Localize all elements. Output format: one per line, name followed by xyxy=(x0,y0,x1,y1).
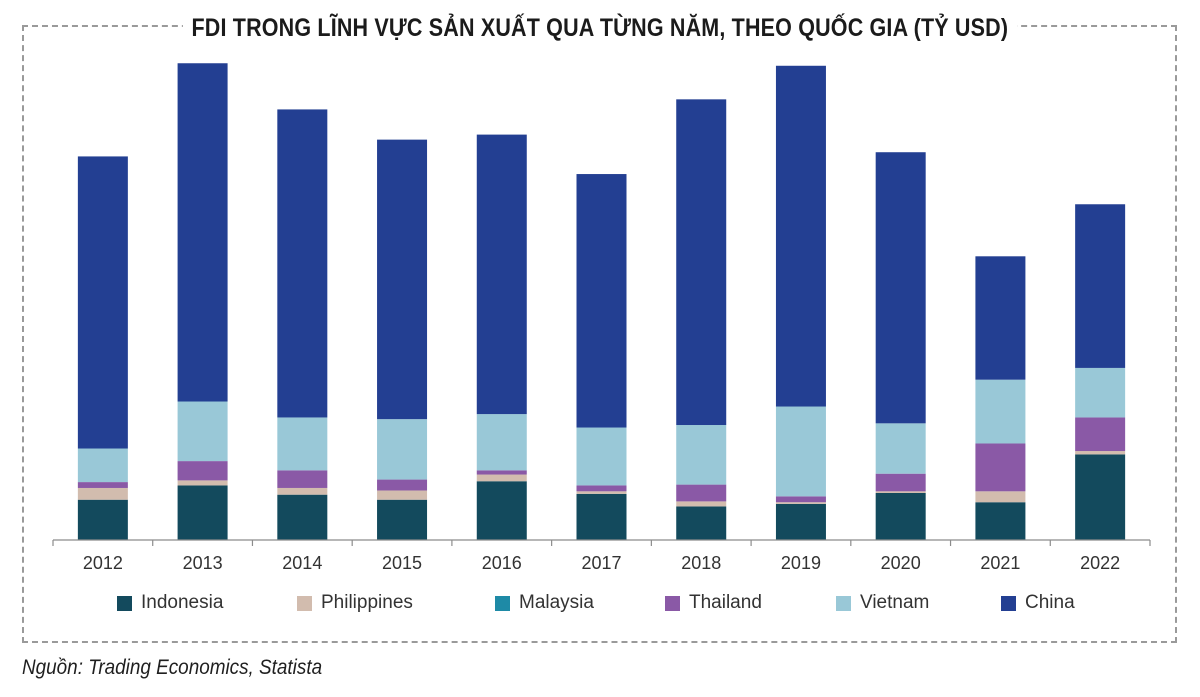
bar-philippines-2016 xyxy=(476,474,527,482)
source-note: Nguồn: Trading Economics, Statista xyxy=(22,656,323,679)
bar-philippines-2015 xyxy=(377,490,428,500)
x-axis-ticks xyxy=(52,540,1151,546)
x-tick-label: 2013 xyxy=(183,553,223,573)
legend-label: Malaysia xyxy=(519,592,594,613)
bar-china-2020 xyxy=(875,152,926,424)
bar-philippines-2018 xyxy=(676,501,727,507)
legend-swatch xyxy=(117,595,132,611)
bar-china-2019 xyxy=(775,65,826,407)
bar-philippines-2014 xyxy=(277,487,328,495)
bar-thailand-2013 xyxy=(177,461,228,481)
x-tick-label: 2021 xyxy=(980,553,1020,573)
bar-philippines-2013 xyxy=(177,480,228,486)
bar-thailand-2020 xyxy=(875,473,926,492)
bar-thailand-2021 xyxy=(975,443,1026,492)
bar-indonesia-2012 xyxy=(77,499,128,540)
bar-vietnam-2017 xyxy=(576,427,627,486)
x-tick-label: 2022 xyxy=(1080,553,1120,573)
x-tick-label: 2012 xyxy=(83,553,123,573)
bar-indonesia-2017 xyxy=(576,493,627,540)
legend-item-malaysia: Malaysia xyxy=(495,588,594,618)
bar-indonesia-2013 xyxy=(177,485,228,540)
bar-thailand-2016 xyxy=(476,470,527,475)
bar-vietnam-2014 xyxy=(277,417,328,471)
bar-indonesia-2014 xyxy=(277,494,328,540)
legend-swatch xyxy=(495,595,510,611)
bar-vietnam-2021 xyxy=(975,379,1026,444)
bar-china-2021 xyxy=(975,256,1026,380)
bar-philippines-2012 xyxy=(77,487,128,500)
bar-china-2013 xyxy=(177,63,228,402)
legend-swatch xyxy=(836,595,851,611)
bar-indonesia-2019 xyxy=(775,503,826,540)
bar-thailand-2014 xyxy=(277,470,328,488)
legend-item-china: China xyxy=(1001,588,1075,618)
legend-item-indonesia: Indonesia xyxy=(117,588,223,618)
bar-china-2015 xyxy=(377,139,428,420)
chart-title-text: FDI TRONG LĨNH VỰC SẢN XUẤT QUA TỪNG NĂM… xyxy=(183,13,1017,43)
bar-philippines-2019 xyxy=(775,502,826,504)
x-tick-label: 2015 xyxy=(382,553,422,573)
bar-indonesia-2021 xyxy=(975,502,1026,540)
bar-thailand-2012 xyxy=(77,482,128,488)
bar-vietnam-2019 xyxy=(775,406,826,497)
bar-indonesia-2016 xyxy=(476,481,527,540)
x-tick-label: 2018 xyxy=(681,553,721,573)
bar-thailand-2015 xyxy=(377,479,428,491)
bar-thailand-2019 xyxy=(775,496,826,503)
legend-label: China xyxy=(1025,592,1075,613)
legend-swatch xyxy=(297,595,312,611)
legend-item-thailand: Thailand xyxy=(665,588,762,618)
bar-philippines-2017 xyxy=(576,491,627,494)
bar-vietnam-2015 xyxy=(377,419,428,480)
x-tick-label: 2019 xyxy=(781,553,821,573)
bar-indonesia-2022 xyxy=(1075,454,1126,540)
legend-item-philippines: Philippines xyxy=(297,588,413,618)
x-tick-label: 2017 xyxy=(581,553,621,573)
bar-vietnam-2013 xyxy=(177,401,228,462)
x-tick-label: 2014 xyxy=(282,553,322,573)
bar-indonesia-2015 xyxy=(377,499,428,540)
legend-label: Vietnam xyxy=(860,592,930,613)
bar-china-2018 xyxy=(676,99,727,426)
bar-vietnam-2018 xyxy=(676,425,727,485)
x-tick-label: 2016 xyxy=(482,553,522,573)
bar-thailand-2018 xyxy=(676,484,727,502)
legend-swatch xyxy=(1001,595,1016,611)
bar-indonesia-2020 xyxy=(875,493,926,540)
bar-china-2017 xyxy=(576,174,627,428)
chart-title: FDI TRONG LĨNH VỰC SẢN XUẤT QUA TỪNG NĂM… xyxy=(0,10,1200,46)
bars-layer xyxy=(77,63,1126,540)
legend: Indonesia Philippines Malaysia Thailand Viet… xyxy=(0,588,1200,618)
bar-vietnam-2016 xyxy=(476,414,527,471)
legend-label: Philippines xyxy=(321,592,413,613)
legend-item-vietnam: Vietnam xyxy=(836,588,929,618)
bar-vietnam-2020 xyxy=(875,423,926,474)
bar-thailand-2022 xyxy=(1075,417,1126,452)
bar-china-2022 xyxy=(1075,204,1126,368)
x-tick-label: 2020 xyxy=(881,553,921,573)
bar-china-2016 xyxy=(476,134,527,415)
bar-vietnam-2012 xyxy=(77,448,128,483)
bar-china-2014 xyxy=(277,109,328,418)
legend-label: Thailand xyxy=(689,592,762,613)
bar-philippines-2022 xyxy=(1075,451,1126,455)
legend-swatch xyxy=(665,595,680,611)
legend-label: Indonesia xyxy=(141,592,224,613)
bar-thailand-2017 xyxy=(576,485,627,492)
bar-philippines-2020 xyxy=(875,491,926,493)
bar-indonesia-2018 xyxy=(676,506,727,540)
x-axis-tick-labels: 2012 2013 2014 2015 2016 2017 2018 2019 2020 2021… xyxy=(83,553,1120,573)
bar-vietnam-2022 xyxy=(1075,367,1126,418)
bar-china-2012 xyxy=(77,156,128,449)
bar-philippines-2021 xyxy=(975,491,1026,503)
